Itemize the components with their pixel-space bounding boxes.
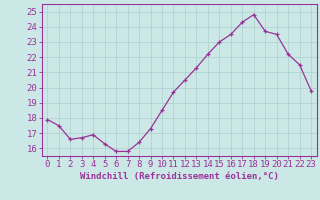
X-axis label: Windchill (Refroidissement éolien,°C): Windchill (Refroidissement éolien,°C)	[80, 172, 279, 181]
